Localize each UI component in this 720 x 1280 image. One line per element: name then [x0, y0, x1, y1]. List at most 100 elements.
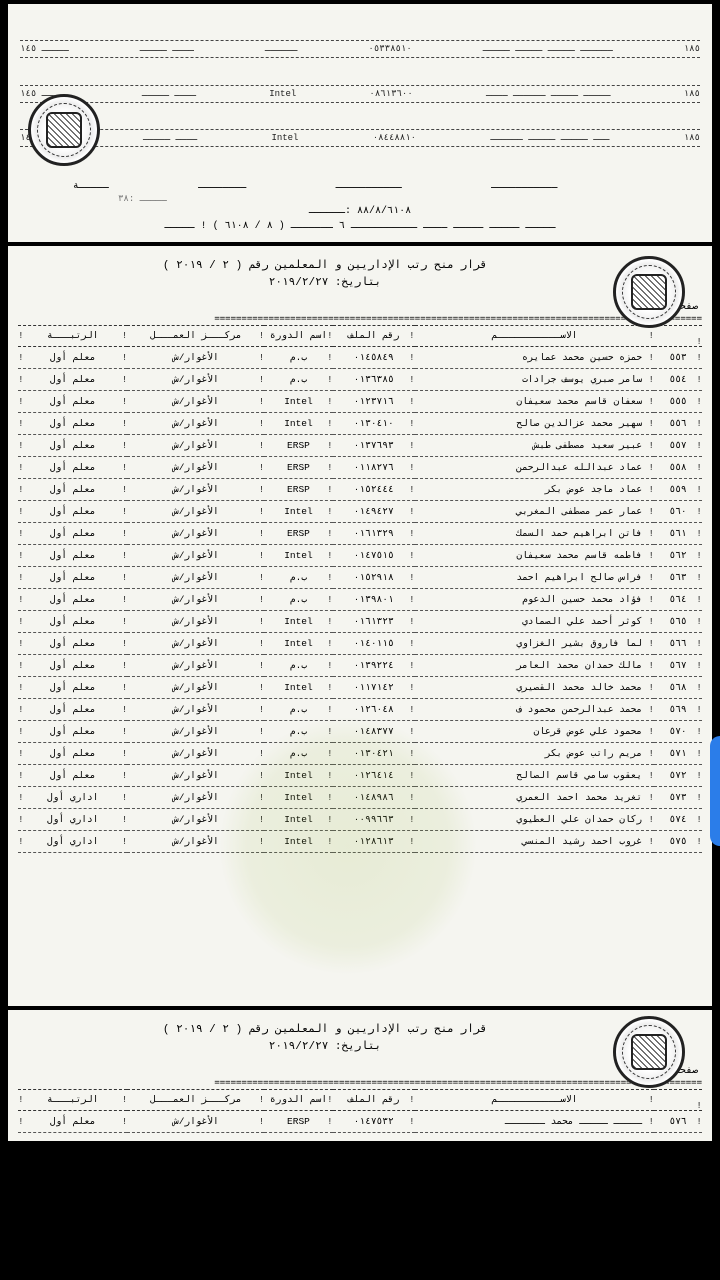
cell-name: سعفان قاسم محمد سعيفان [415, 390, 654, 412]
cell-name: غروب احمد رشيد المنسي [415, 830, 654, 852]
cell-center: الأغوار/ش [127, 522, 264, 544]
cell: ١٨٥ [684, 43, 700, 55]
cell-rank: معلم أول [18, 698, 127, 720]
col-file-header: رقم الملف [333, 325, 415, 346]
cell-no: ٥٧١ [654, 742, 702, 764]
cell-center: الأغوار/ش [127, 632, 264, 654]
cell-no: ٥٥٤ [654, 368, 702, 390]
cell-file: ٠١٤٨٩٨٦ [333, 786, 415, 808]
cell-course: Intel [264, 544, 332, 566]
cell-name: حمزه حسين محمد عمايره [415, 346, 654, 368]
cell-no: ٥٧٣ [654, 786, 702, 808]
cell-course: ERSP [264, 456, 332, 478]
cell-rank: معلم أول [18, 544, 127, 566]
cell-center: الأغوار/ش [127, 566, 264, 588]
cell-center: الأغوار/ش [127, 676, 264, 698]
table-row: ٥٧١مريم راتب عوض بكر٠١٣٠٤٢١ب.مالأغوار/شم… [18, 742, 702, 764]
cell-no: ٥٦٧ [654, 654, 702, 676]
cell-rank: معلم أول [18, 588, 127, 610]
cell-center: الأغوار/ش [127, 830, 264, 852]
cell-no: ٥٧٦ [654, 1110, 702, 1132]
cell: ـــــ ١٤٥ [20, 43, 69, 55]
cell-course: ب.م [264, 720, 332, 742]
cell-no: ٥٥٥ [654, 390, 702, 412]
cell-rank: معلم أول [18, 654, 127, 676]
cell-course: Intel [264, 610, 332, 632]
cell-rank: معلم أول [18, 522, 127, 544]
table-row: ٥٦٩محمد عبدالرحمن محمود ف٠١٢٦٠٤٨ب.مالأغو… [18, 698, 702, 720]
cell-name: لما فاروق بشير الغزاوي [415, 632, 654, 654]
cell-center: الأغوار/ش [127, 346, 264, 368]
cell: ــــ ـــــ [142, 88, 196, 100]
cell-file: ٠١٣٠٤٢١ [333, 742, 415, 764]
cell-course: ERSP [264, 478, 332, 500]
footer-line: ـــــ ـــــ ـــــ ــــ ـــــــــــ ٦ ـــ… [18, 219, 702, 234]
cell-rank: معلم أول [18, 1110, 127, 1132]
cell-file: ٠١١٧١٤٢ [333, 676, 415, 698]
ranks-table: الاســـــــــــم رقم الملف اسم الدورة مر… [18, 325, 702, 853]
page-number: صفحة :٢٥ [18, 299, 702, 315]
cell-course: ب.م [264, 654, 332, 676]
cell-file: ٠١٣٠٤١٠ [333, 412, 415, 434]
cell-name: سهير محمد عزالدين صالح [415, 412, 654, 434]
table-row: ٥٦١فاتن ابراهيم حمد السمك٠١٦١٣٢٩ERSPالأغ… [18, 522, 702, 544]
col-rank-header: الرتبـــة [18, 1089, 127, 1110]
cell-rank: اداري أول [18, 808, 127, 830]
cell-rank: معلم أول [18, 764, 127, 786]
table-header-row: الاســـــــــــم رقم الملف اسم الدورة مر… [18, 325, 702, 346]
table-row: ٥٥٣حمزه حسين محمد عمايره٠١٤٥٨٤٩ب.مالأغوا… [18, 346, 702, 368]
decision-date: بتاريخ: ٢٠١٩/٢/٢٧ [38, 275, 612, 293]
page-26-fragment: قرار منح رتب الإداريين و المعلمين رقم ( … [8, 1010, 712, 1141]
cell-rank: معلم أول [18, 720, 127, 742]
col-rank-header: الرتبـــة [18, 325, 127, 346]
top-footer: ٨٨/٨/٦١٠٨ :ــــــ ـــــ ـــــ ـــــ ــــ… [18, 204, 702, 234]
cell-no: ٥٦٩ [654, 698, 702, 720]
cell-name: فؤاد محمد حسين الدعوم [415, 588, 654, 610]
cell: ـــــ ـــــ ــــــ ــــ [486, 88, 611, 100]
cell-center: الأغوار/ش [127, 500, 264, 522]
page-25: قرار منح رتب الإداريين و المعلمين رقم ( … [8, 246, 712, 1006]
table-row: ٥٦٠عمار عمر مصطفى المغربي٠١٤٩٤٢٧Intelالأ… [18, 500, 702, 522]
cell-rank: معلم أول [18, 632, 127, 654]
cell-rank: معلم أول [18, 456, 127, 478]
cell-name: عماد عبدالله عبدالرحمن [415, 456, 654, 478]
cell-file: ٠١٦١٣٢٣ [333, 610, 415, 632]
footer-line: ٨٨/٨/٦١٠٨ :ــــــ [18, 204, 702, 219]
cell-course: ب.م [264, 588, 332, 610]
cell-rank: معلم أول [18, 610, 127, 632]
cell-no: ٥٧٠ [654, 720, 702, 742]
cell-rank: معلم أول [18, 346, 127, 368]
cell: ٠٥٣٣٨٥١٠ [368, 43, 411, 55]
side-tab-icon [710, 736, 720, 846]
cell-course: Intel [264, 632, 332, 654]
cell-center: الأغوار/ش [127, 368, 264, 390]
cell-course: Intel [264, 390, 332, 412]
cell: ــــ ـــــ [140, 43, 194, 55]
cell-course: Intel [264, 764, 332, 786]
cell-no: ٥٧٥ [654, 830, 702, 852]
cell-name: عمار عمر مصطفى المغربي [415, 500, 654, 522]
table-header-row: الاســـــــــــم رقم الملف اسم الدورة مر… [18, 1089, 702, 1110]
sig-label: ـــــــــــ [491, 180, 557, 192]
cell: ٠٨٤٤٨٨١٠ [373, 132, 416, 144]
cell-rank: معلم أول [18, 566, 127, 588]
cell-file: ٠١٤٨٣٧٧ [333, 720, 415, 742]
small-note: ـــــ :٣٨ [18, 194, 702, 204]
sig-label: ـــــــــــ [336, 180, 402, 192]
cell-course: Intel [264, 412, 332, 434]
cell-name: ـــــ ـــــ محمد ـــــــ [415, 1110, 654, 1132]
cell-center: الأغوار/ش [127, 610, 264, 632]
ranks-table: الاســـــــــــم رقم الملف اسم الدورة مر… [18, 1089, 702, 1133]
table-row: ٥٦٥كوثر أحمد علي الصمادي٠١٦١٣٢٣Intelالأغ… [18, 610, 702, 632]
cell-name: تغريد محمد احمد العمري [415, 786, 654, 808]
table-row: ٥٥٥سعفان قاسم محمد سعيفان٠١٢٣٧١٦Intelالأ… [18, 390, 702, 412]
cell: Intel [269, 88, 296, 100]
cell-no: ٥٦٦ [654, 632, 702, 654]
cell-no: ٥٧٤ [654, 808, 702, 830]
cell: ــــــ ـــــ ـــــ ـــــ [483, 43, 613, 55]
official-seal-icon [28, 94, 100, 166]
table-row: ٥٦٢فاطمه قاسم محمد سعيفان٠١٤٧٥١٥Intelالأ… [18, 544, 702, 566]
table-row: ٥٧٦ ـــــ ـــــ محمد ـــــــ ٠١٤٧٥٣٢ ERS… [18, 1110, 702, 1132]
page-fragment-top: ـــــ ١٤٥ ــــ ـــــ ــــــ ٠٥٣٣٨٥١٠ ـــ… [8, 4, 712, 242]
cell-rank: معلم أول [18, 368, 127, 390]
